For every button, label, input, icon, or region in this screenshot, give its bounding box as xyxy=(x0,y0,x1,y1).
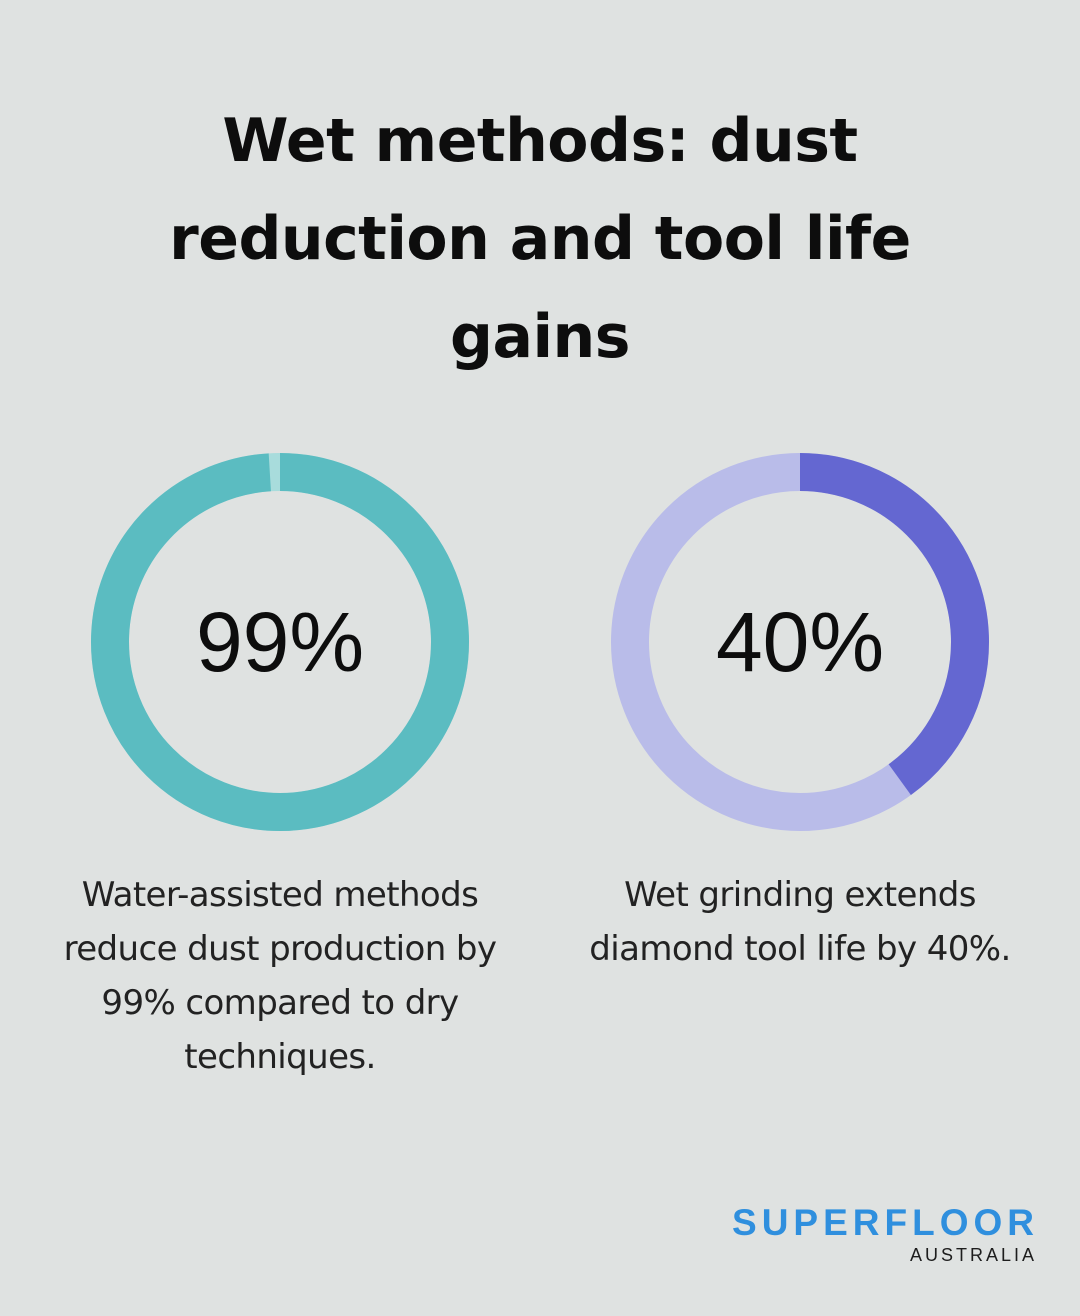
donut-svg-tool-life xyxy=(611,453,989,831)
donut-fill-tool-life xyxy=(611,453,989,831)
donut-chart-tool-life: 40% xyxy=(611,453,989,831)
brand-subtitle: AUSTRALIA xyxy=(909,1245,1037,1265)
chart-title: Wet methods: dust reduction and tool lif… xyxy=(169,106,911,372)
brand-logo: SUPERFLOOR AUSTRALIA xyxy=(732,1203,1034,1267)
donut-fill-dust xyxy=(91,453,469,831)
brand-name: SUPERFLOOR xyxy=(732,1202,1039,1243)
donut-svg-dust xyxy=(91,453,469,831)
donut-value-dust: 99% xyxy=(195,594,365,689)
description-dust: Water-assisted methods reduce dust produ… xyxy=(63,875,497,1077)
description-tool-life: Wet grinding extends diamond tool life b… xyxy=(589,875,1011,969)
donut-value-tool-life: 40% xyxy=(715,594,885,689)
donut-chart-dust: 99% xyxy=(91,453,469,831)
